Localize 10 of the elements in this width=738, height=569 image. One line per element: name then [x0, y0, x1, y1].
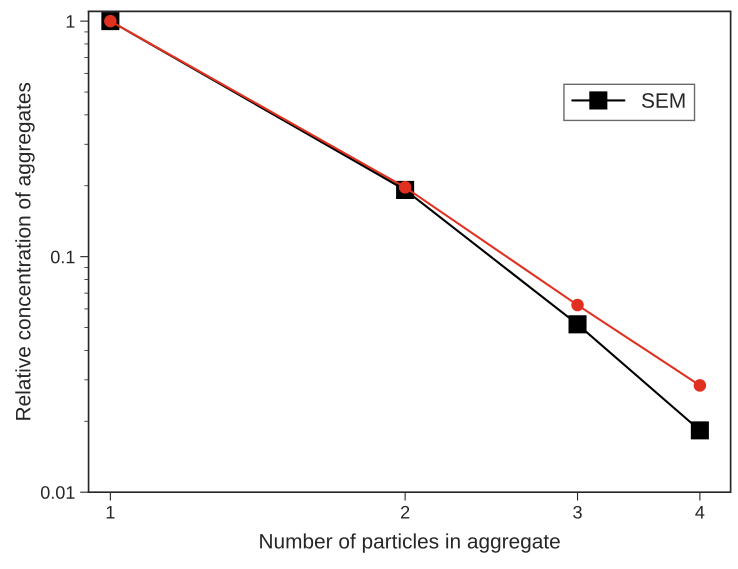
legend-label: SEM — [642, 93, 684, 108]
x-tick-label: 3 — [573, 506, 582, 519]
x-tick-label: 1 — [106, 506, 115, 518]
y-tick-label: 1 — [66, 15, 74, 28]
y-axis-title: Relative concentration of aggregates — [15, 82, 35, 420]
x-tick-label: 4 — [695, 506, 704, 518]
x-axis-title: Number of particles in aggregate — [260, 533, 560, 553]
y-tick-label: 0.01 — [40, 486, 74, 499]
y-tick-label: 0.1 — [50, 250, 74, 264]
x-tick-label: 2 — [401, 506, 410, 518]
